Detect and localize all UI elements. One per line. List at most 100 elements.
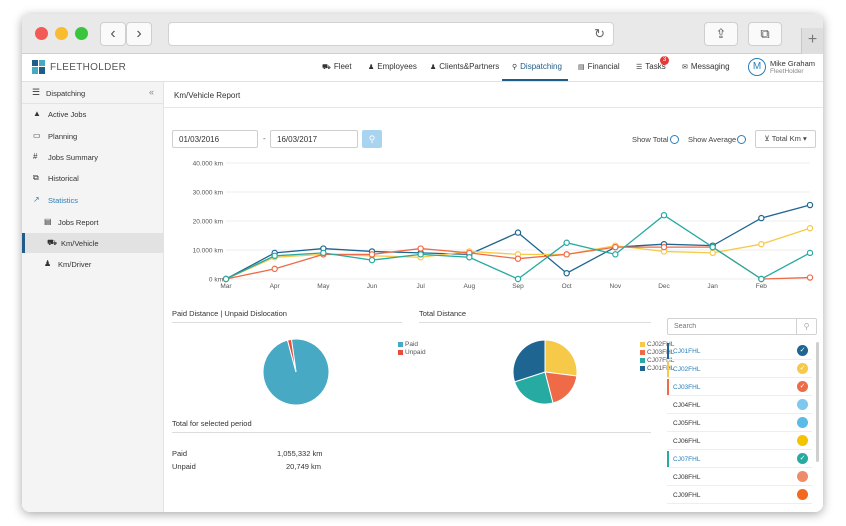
vehicle-row[interactable]: CJ01FHL ✓ [667, 342, 812, 360]
check-icon[interactable]: ✓ [797, 453, 808, 464]
data-point[interactable] [709, 243, 716, 251]
maximize-window-button[interactable] [75, 27, 88, 40]
data-point[interactable] [271, 252, 278, 260]
color-dot-icon[interactable] [797, 489, 808, 500]
data-point[interactable] [806, 201, 814, 209]
data-point[interactable] [660, 212, 668, 219]
browser-toolbar: ‹ › ↻ ⇪ ⧉ + [22, 14, 823, 54]
data-point[interactable] [806, 274, 814, 281]
user-name[interactable]: Mike Graham [770, 59, 816, 68]
show-average-radio[interactable] [737, 135, 746, 144]
vehicle-row[interactable]: CJ02FHL ✓ [667, 360, 812, 378]
check-icon[interactable]: ✓ [797, 345, 808, 356]
sidebar-item-label: Jobs Summary [48, 153, 99, 162]
sidebar-item-statistics[interactable]: ↗ Statistics [22, 190, 164, 210]
data-point[interactable] [514, 229, 522, 236]
legend-swatch [640, 357, 645, 363]
tab-dispatching[interactable]: ⚲ Dispatching [512, 62, 562, 71]
data-point[interactable] [612, 243, 619, 251]
search-dates-button[interactable]: ⚲ [362, 130, 382, 148]
data-point[interactable] [466, 254, 473, 261]
vehicle-row[interactable]: CJ09FHL [667, 486, 812, 504]
pie-slice-cj01fhl[interactable] [512, 339, 546, 383]
sidebar-item-historical[interactable]: ⧉ Historical [22, 168, 164, 188]
data-point[interactable] [514, 275, 522, 283]
data-point[interactable] [758, 275, 765, 283]
close-window-button[interactable] [35, 27, 48, 40]
sidebar-item-km-driver[interactable]: ♟ Km/Driver [22, 254, 164, 274]
reload-icon[interactable]: ↻ [594, 26, 605, 41]
paid-unpaid-title: Paid Distance | Unpaid Dislocation [172, 309, 287, 318]
y-tick-label: 30.000 km [193, 190, 223, 197]
back-button[interactable]: ‹ [100, 22, 126, 46]
vehicle-name: CJ07FHL [673, 456, 701, 463]
pie-slice-unpaid[interactable] [286, 338, 297, 373]
date-to-input[interactable]: 16/03/2017 [270, 130, 358, 148]
color-dot-icon[interactable] [797, 399, 808, 410]
tabs-button[interactable]: ⧉ [748, 22, 782, 46]
color-dot-icon[interactable] [797, 417, 808, 428]
legend-label: Unpaid [405, 349, 426, 356]
data-point[interactable] [417, 245, 424, 252]
data-point[interactable] [368, 256, 376, 264]
tab-financial[interactable]: ▤ Financial [578, 62, 620, 71]
pie-slice-cj02fhl[interactable] [544, 339, 578, 377]
show-total-radio[interactable] [670, 135, 679, 144]
menu-icon[interactable]: ☰ [32, 87, 41, 97]
data-point[interactable] [563, 251, 570, 258]
data-point[interactable] [320, 249, 327, 257]
vehicle-row[interactable]: CJ06FHL [667, 432, 812, 450]
check-icon[interactable]: ✓ [797, 363, 808, 374]
avatar[interactable]: M [748, 58, 766, 76]
tab-employees[interactable]: ♟ Employees [368, 62, 417, 71]
sidebar-item-label: Km/Driver [58, 260, 92, 269]
data-point[interactable] [563, 269, 570, 277]
color-dot-icon[interactable] [797, 435, 808, 446]
sidebar-item-jobs-report[interactable]: ▤ Jobs Report [22, 212, 164, 232]
data-point[interactable] [368, 251, 376, 258]
forward-button[interactable]: › [126, 22, 152, 46]
vehicle-search-input[interactable] [668, 319, 796, 334]
sidebar-item-active-jobs[interactable]: ▲ Active Jobs [22, 104, 164, 124]
tab-tasks[interactable]: ☰ Tasks [636, 62, 666, 71]
date-from-input[interactable]: 01/03/2016 [172, 130, 258, 148]
vehicle-row[interactable]: CJ08FHL [667, 468, 812, 486]
sidebar-item-jobs-summary[interactable]: # Jobs Summary [22, 147, 164, 167]
data-point[interactable] [806, 249, 814, 257]
tab-fleet[interactable]: ⛟ Fleet [322, 62, 352, 72]
tab-messaging[interactable]: ✉ Messaging [682, 62, 730, 71]
address-bar[interactable]: ↻ [168, 22, 614, 46]
vehicle-list-scrollbar[interactable] [816, 342, 819, 462]
tab-clients-partners[interactable]: ♟ Clients&Partners [430, 62, 499, 71]
pie-slice-cj07fhl[interactable] [513, 371, 554, 405]
data-point[interactable] [806, 225, 814, 232]
total-km-dropdown[interactable]: ⊻ Total Km ▾ [755, 130, 816, 148]
pie-slice-cj03fhl[interactable] [544, 371, 578, 404]
new-tab-button[interactable]: + [801, 28, 823, 54]
data-point[interactable] [417, 251, 424, 258]
data-point[interactable] [709, 249, 716, 257]
color-dot-icon[interactable] [797, 471, 808, 482]
data-point[interactable] [514, 255, 522, 262]
vehicle-row[interactable]: CJ04FHL [667, 396, 812, 414]
collapse-icon[interactable]: « [148, 87, 154, 97]
data-point[interactable] [612, 251, 619, 258]
vehicle-row[interactable]: CJ05FHL [667, 414, 812, 432]
data-point[interactable] [660, 243, 668, 251]
x-tick-label: Mar [220, 283, 232, 290]
data-point[interactable] [271, 265, 278, 273]
data-point[interactable] [758, 214, 765, 222]
search-icon[interactable]: ⚲ [796, 319, 816, 334]
data-point[interactable] [222, 275, 230, 283]
x-tick-label: Jul [417, 283, 426, 290]
vehicle-row[interactable]: CJ07FHL ✓ [667, 450, 812, 468]
vehicle-row[interactable]: CJ03FHL ✓ [667, 378, 812, 396]
data-point[interactable] [758, 240, 765, 248]
sidebar-item-planning[interactable]: ▭ Planning [22, 126, 164, 146]
sidebar-item-km-vehicle[interactable]: ⛟ Km/Vehicle [22, 233, 164, 253]
minimize-window-button[interactable] [55, 27, 68, 40]
check-icon[interactable]: ✓ [797, 381, 808, 392]
data-point[interactable] [563, 239, 570, 246]
share-button[interactable]: ⇪ [704, 22, 738, 46]
antenna-icon: ⚲ [512, 64, 518, 71]
